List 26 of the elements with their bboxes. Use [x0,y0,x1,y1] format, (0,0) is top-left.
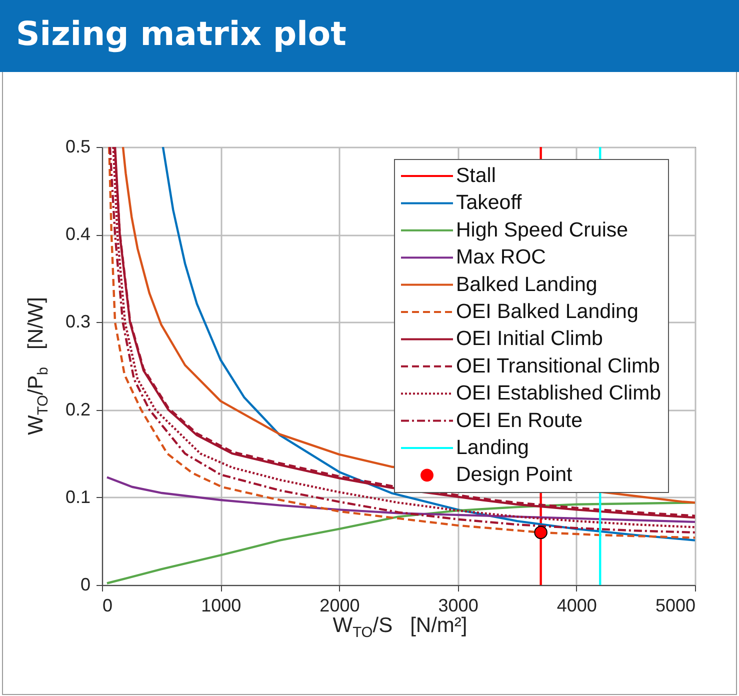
legend-label: OEI Established Climb [456,382,662,405]
legend-label: OEI Balked Landing [456,300,638,323]
legend-label: Balked Landing [456,272,598,296]
y-tick-label: 0.1 [65,486,90,507]
y-tick-label: 0.4 [65,224,90,244]
chart-title: Sizing matrix plot [16,14,346,53]
legend-label: Stall [456,164,496,187]
legend-label: OEI Initial Climb [456,327,603,350]
x-tick-label: 1000 [201,596,242,616]
legend-label: Takeoff [456,191,522,214]
y-tick-label: 0.2 [65,399,90,420]
legend-label: Design Point [456,463,573,486]
x-tick-label: 3000 [438,596,478,616]
x-tick-label: 0 [102,596,113,616]
x-tick-label: 2000 [320,596,360,616]
x-axis-title: W$_{TO}$/S [N/m²] [332,614,468,642]
legend-label: Landing [456,436,529,459]
y-tick-label: 0.3 [65,312,90,332]
legend-label: OEI En Route [456,408,582,432]
y-tick-label: 0.5 [65,136,90,156]
legend-label: Max ROC [456,246,546,269]
legend-label: High Speed Cruise [456,218,628,242]
x-tick-label: 5000 [655,596,696,616]
legend-label: OEI Transitional Climb [456,354,660,378]
y-tick-label: 0 [80,574,90,594]
x-tick-label: 4000 [556,596,597,616]
